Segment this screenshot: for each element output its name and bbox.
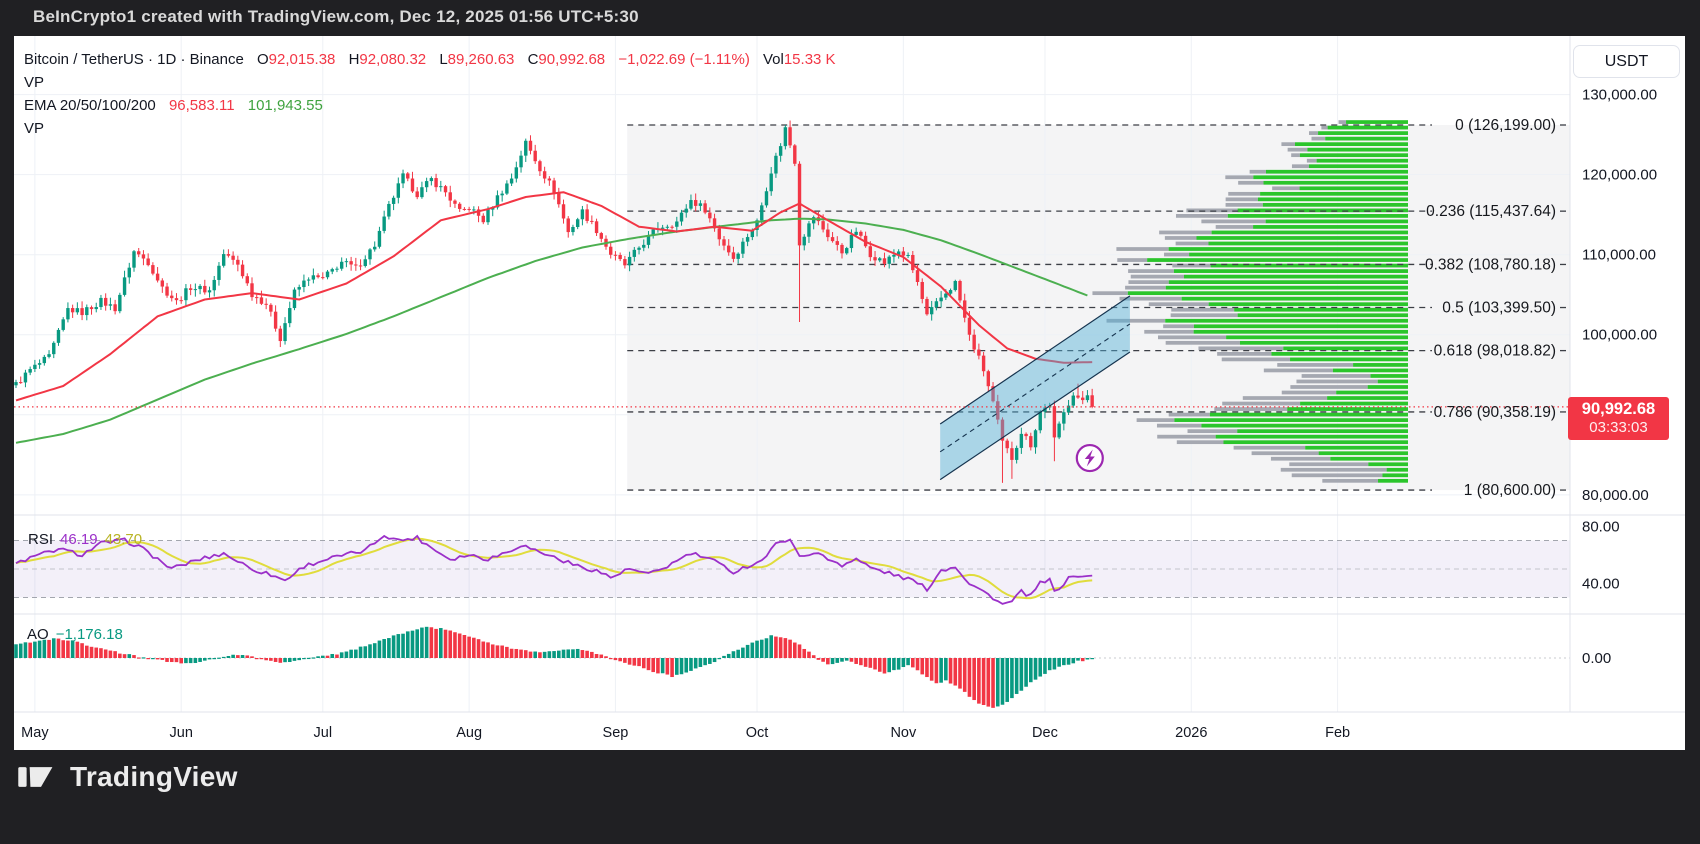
chart-canvas[interactable]: 130,000.00 120,000.00 110,000.00 100,000.00… bbox=[14, 36, 1685, 750]
close-value: 90,992.68 bbox=[538, 51, 606, 68]
rsi-label[interactable]: RSI bbox=[28, 531, 54, 548]
svg-text:Oct: Oct bbox=[746, 725, 769, 741]
fib-zone bbox=[627, 125, 1570, 491]
ema-fast-line bbox=[15, 191, 1093, 402]
svg-text:Jul: Jul bbox=[314, 725, 333, 741]
svg-text:130,000.00: 130,000.00 bbox=[1582, 87, 1657, 104]
symbol-title[interactable]: Bitcoin / TetherUS · 1D · Binance bbox=[24, 51, 244, 68]
pane-dividers bbox=[14, 36, 1685, 713]
price-axis-labels: 130,000.00 120,000.00 110,000.00 100,000.00… bbox=[1582, 87, 1657, 667]
symbol-ohlc-row[interactable]: Bitcoin / TetherUS · 1D · Binance O92,01… bbox=[24, 48, 836, 71]
badge-countdown: 03:33:03 bbox=[1589, 419, 1648, 436]
svg-text:0.00: 0.00 bbox=[1582, 650, 1611, 667]
svg-text:0.786 (90,358.19): 0.786 (90,358.19) bbox=[1434, 404, 1556, 421]
low-value: 89,260.63 bbox=[447, 51, 515, 68]
change-value: −1,022.69 (−1.11%) bbox=[618, 51, 750, 68]
low-label: L bbox=[439, 51, 448, 68]
svg-text:0.5 (103,399.50): 0.5 (103,399.50) bbox=[1442, 300, 1556, 317]
current-price-badge: 90,992.68 03:33:03 bbox=[1568, 397, 1669, 440]
rsi-lines bbox=[15, 534, 1093, 605]
volume-label: Vol bbox=[762, 51, 784, 68]
vp-indicator-row-2[interactable]: VP bbox=[24, 117, 836, 140]
rsi-pane-label[interactable]: RSI 46.19 43.70 bbox=[28, 531, 142, 548]
volume-value: 15.33 K bbox=[783, 51, 836, 68]
ema-slow-line bbox=[15, 217, 1088, 444]
high-label: H bbox=[348, 51, 360, 68]
svg-text:100,000.00: 100,000.00 bbox=[1582, 327, 1657, 344]
svg-text:Sep: Sep bbox=[603, 725, 629, 741]
svg-text:40.00: 40.00 bbox=[1582, 575, 1620, 592]
lightning-icon[interactable] bbox=[1075, 443, 1104, 473]
ema-label[interactable]: EMA 20/50/100/200 bbox=[24, 97, 156, 114]
high-value: 92,080.32 bbox=[359, 51, 427, 68]
svg-text:Aug: Aug bbox=[456, 725, 482, 741]
vp-label-2[interactable]: VP bbox=[24, 120, 45, 137]
rsi-value: 46.19 bbox=[60, 531, 98, 548]
ao-histogram bbox=[14, 626, 1094, 708]
footer-bar: TradingView bbox=[0, 750, 1700, 844]
svg-text:120,000.00: 120,000.00 bbox=[1582, 167, 1657, 184]
rsi-ma-value: 43.70 bbox=[104, 531, 143, 548]
tradingview-brand[interactable]: TradingView bbox=[16, 760, 238, 794]
attribution-text: BeInCrypto1 created with TradingView.com… bbox=[33, 7, 639, 26]
gridlines bbox=[14, 36, 1570, 712]
svg-text:Feb: Feb bbox=[1325, 725, 1350, 741]
svg-text:110,000.00: 110,000.00 bbox=[1582, 247, 1656, 264]
svg-text:Nov: Nov bbox=[890, 725, 917, 741]
fib-level-labels: 0 (126,199.00) 0.236 (115,437.64) 0.382 (1… bbox=[1425, 117, 1556, 499]
attribution-bar: BeInCrypto1 created with TradingView.com… bbox=[0, 0, 1700, 36]
tradingview-logo-icon bbox=[18, 767, 53, 787]
svg-text:0 (126,199.00): 0 (126,199.00) bbox=[1455, 117, 1556, 134]
candlestick-series bbox=[14, 120, 1094, 483]
vp-label-1[interactable]: VP bbox=[24, 74, 45, 91]
volume-profile bbox=[1092, 120, 1408, 483]
svg-text:80.00: 80.00 bbox=[1582, 518, 1620, 535]
svg-text:0.236 (115,437.64): 0.236 (115,437.64) bbox=[1426, 203, 1556, 220]
svg-text:2026: 2026 bbox=[1175, 725, 1207, 741]
chart-legend: Bitcoin / TetherUS · 1D · Binance O92,01… bbox=[24, 48, 836, 140]
svg-text:0.618 (98,018.82): 0.618 (98,018.82) bbox=[1434, 343, 1556, 360]
ao-value: −1,176.18 bbox=[55, 626, 123, 643]
open-value: 92,015.38 bbox=[268, 51, 336, 68]
tradingview-logo-text: TradingView bbox=[70, 761, 238, 792]
svg-text:Jun: Jun bbox=[170, 725, 193, 741]
parallel-channel bbox=[939, 295, 1131, 481]
svg-text:1 (80,600.00): 1 (80,600.00) bbox=[1464, 482, 1556, 499]
ema-indicator-row[interactable]: EMA 20/50/100/200 96,583.11 101,943.55 bbox=[24, 94, 836, 117]
ema-fast-value: 96,583.11 bbox=[168, 97, 235, 114]
time-axis-labels: May Jun Jul Aug Sep Oct Nov Dec 2026 Feb bbox=[21, 725, 1350, 741]
svg-text:0.382 (108,780.18): 0.382 (108,780.18) bbox=[1425, 256, 1556, 273]
open-label: O bbox=[257, 51, 269, 68]
svg-text:80,000.00: 80,000.00 bbox=[1582, 487, 1649, 504]
ema-slow-value: 101,943.55 bbox=[247, 97, 323, 114]
ao-pane-label[interactable]: AO −1,176.18 bbox=[27, 626, 123, 643]
close-label: C bbox=[527, 51, 539, 68]
ao-label[interactable]: AO bbox=[27, 626, 49, 643]
badge-price: 90,992.68 bbox=[1581, 400, 1656, 418]
svg-text:Dec: Dec bbox=[1032, 725, 1058, 741]
svg-text:May: May bbox=[21, 725, 49, 741]
currency-toggle-button[interactable]: USDT bbox=[1573, 45, 1680, 78]
chart-card: 130,000.00 120,000.00 110,000.00 100,000.00… bbox=[14, 36, 1685, 750]
vp-indicator-row-1[interactable]: VP bbox=[24, 71, 836, 94]
